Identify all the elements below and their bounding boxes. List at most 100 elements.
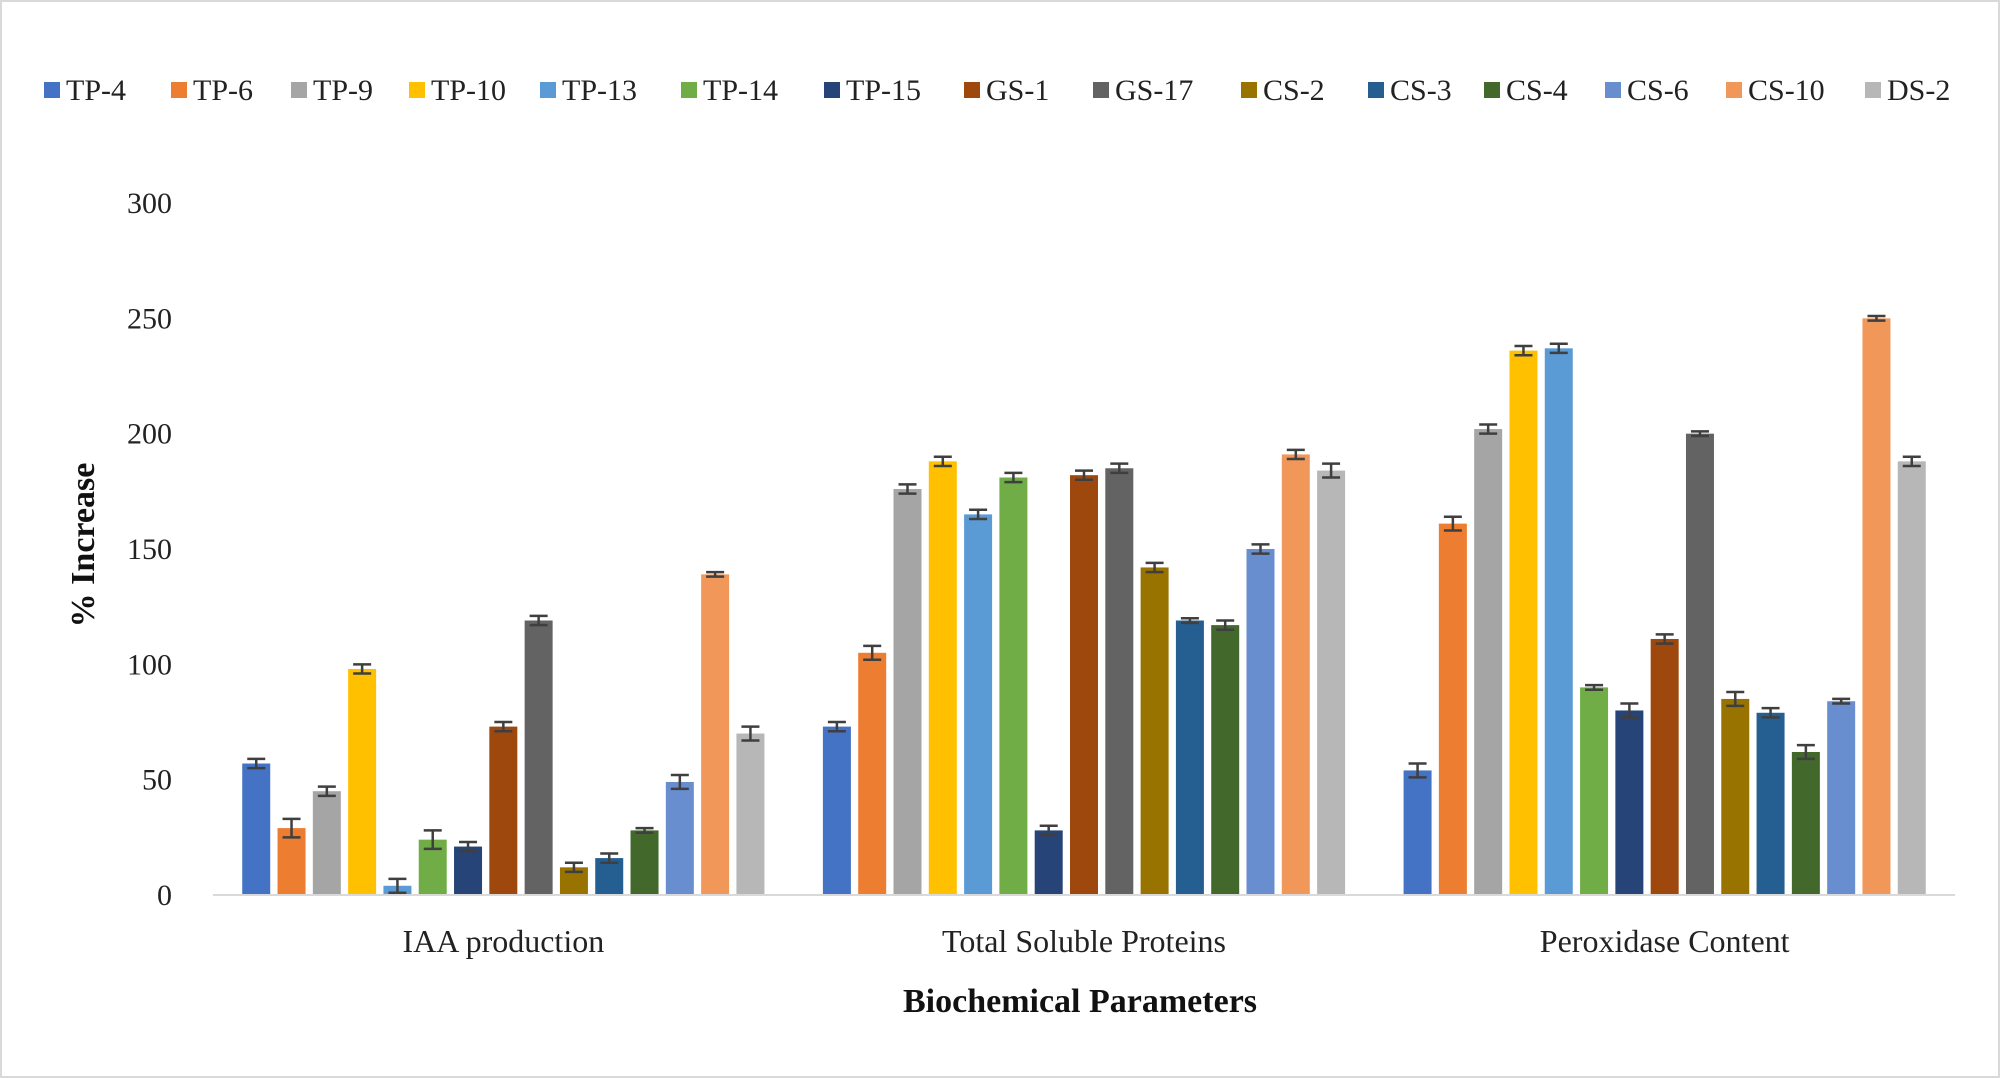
legend-swatch: [1093, 82, 1109, 98]
error-bar: [706, 570, 725, 578]
error-bar: [635, 826, 654, 834]
legend-label: GS-1: [986, 74, 1049, 107]
error-bar: [1690, 430, 1709, 438]
error-bar: [670, 773, 689, 791]
bar: [1615, 710, 1644, 895]
error-bar: [1585, 683, 1604, 691]
y-tick-label: 250: [127, 302, 172, 335]
error-bar: [1867, 314, 1886, 322]
bar: [1246, 549, 1275, 895]
legend-swatch: [1605, 82, 1621, 98]
y-tick-label: 150: [127, 533, 172, 566]
error-bar: [1216, 619, 1235, 631]
bar: [1211, 625, 1240, 895]
legend-item: DS-2: [1865, 74, 1950, 107]
legend-item: TP-10: [409, 74, 506, 107]
bar: [858, 652, 887, 895]
bar: [1175, 620, 1204, 895]
error-bar: [741, 725, 760, 742]
bar: [1509, 350, 1538, 895]
legend-swatch: [824, 82, 840, 98]
bar: [489, 726, 518, 895]
bar: [1034, 830, 1063, 895]
legend: TP-4 TP-6 TP-9 TP-10 TP-13 TP-14 TP-15 GS-1 GS-1…: [44, 74, 1950, 107]
bar: [1897, 461, 1926, 895]
bar: [1317, 470, 1346, 895]
bar: [1140, 567, 1169, 895]
bar: [1791, 751, 1820, 895]
error-bar: [1479, 423, 1498, 435]
error-bar: [1180, 616, 1199, 625]
legend-item: GS-17: [1093, 74, 1193, 107]
error-bar: [353, 663, 372, 675]
error-bar: [1039, 824, 1058, 837]
legend-swatch: [44, 82, 60, 98]
legend-label: GS-17: [1115, 74, 1193, 107]
legend-item: CS-10: [1726, 74, 1825, 107]
error-bar: [1620, 702, 1639, 719]
error-bar: [1902, 455, 1921, 468]
legend-item: TP-14: [681, 74, 778, 107]
legend-label: TP-15: [846, 74, 921, 107]
bar: [242, 763, 271, 895]
error-bar: [1726, 690, 1745, 708]
bars: [242, 314, 1926, 895]
error-bar: [282, 817, 301, 839]
legend-swatch: [409, 82, 425, 98]
y-tick-label: 0: [157, 879, 172, 912]
bar: [1862, 318, 1891, 895]
bar: [1580, 687, 1609, 895]
bar: [1105, 468, 1134, 895]
error-bar: [1110, 462, 1129, 475]
legend-swatch: [1726, 82, 1742, 98]
legend-label: TP-6: [193, 74, 253, 107]
legend-label: TP-9: [313, 74, 373, 107]
error-bar: [388, 877, 407, 894]
error-bar: [1322, 462, 1341, 479]
legend-swatch: [1865, 82, 1881, 98]
legend-label: CS-4: [1506, 74, 1568, 107]
x-category-label: Peroxidase Content: [1540, 923, 1790, 959]
legend-item: TP-15: [824, 74, 921, 107]
bar: [277, 828, 306, 895]
legend-label: DS-2: [1887, 74, 1950, 107]
error-bar: [933, 455, 952, 468]
error-bar: [1761, 706, 1780, 719]
bar: [1438, 523, 1467, 895]
error-bar: [1832, 697, 1851, 705]
legend-item: TP-9: [291, 74, 373, 107]
legend-label: TP-13: [562, 74, 637, 107]
error-bar: [827, 720, 846, 733]
bar: [1070, 475, 1098, 895]
bar: [964, 514, 993, 895]
legend-item: TP-13: [540, 74, 637, 107]
y-axis-title: % Increase: [65, 463, 102, 628]
bar: [999, 477, 1028, 895]
error-bar: [1514, 344, 1533, 357]
legend-item: CS-4: [1484, 74, 1568, 107]
bar: [1827, 701, 1856, 895]
error-bar: [863, 644, 882, 661]
legend-label: CS-10: [1748, 74, 1825, 107]
x-category-label: IAA production: [402, 923, 604, 959]
legend-label: CS-3: [1390, 74, 1452, 107]
legend-swatch: [171, 82, 187, 98]
y-tick-label: 200: [127, 418, 172, 451]
bar: [1281, 454, 1310, 895]
legend-item: TP-4: [44, 74, 126, 107]
error-bar: [317, 785, 336, 798]
x-category-label: Total Soluble Proteins: [942, 923, 1226, 959]
error-bar: [1004, 471, 1023, 484]
error-bar: [1408, 762, 1427, 779]
legend-swatch: [291, 82, 307, 98]
legend-label: TP-4: [66, 74, 126, 107]
legend-label: TP-10: [431, 74, 506, 107]
bar: [893, 489, 922, 895]
bar: [1721, 698, 1750, 895]
error-bar: [529, 614, 548, 627]
error-bar: [564, 861, 583, 874]
error-bar: [1549, 342, 1568, 355]
error-bar: [494, 720, 513, 733]
bar: [454, 846, 483, 895]
error-bar: [1443, 515, 1462, 532]
